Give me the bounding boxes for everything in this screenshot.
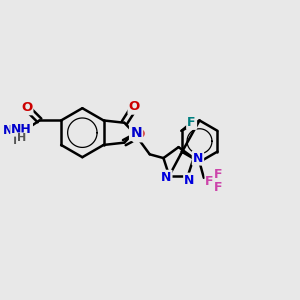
Text: O: O <box>21 101 32 114</box>
Text: F: F <box>214 168 222 181</box>
Text: F: F <box>205 175 214 188</box>
Text: O: O <box>134 128 145 141</box>
Text: N: N <box>193 152 203 165</box>
Text: N: N <box>161 171 172 184</box>
Text: NH: NH <box>3 124 23 137</box>
Text: H: H <box>17 133 26 143</box>
Text: N: N <box>184 174 194 187</box>
Text: O: O <box>129 100 140 113</box>
Text: NH: NH <box>11 123 32 136</box>
Text: H: H <box>13 134 23 147</box>
Text: N: N <box>130 126 142 140</box>
Text: F: F <box>188 116 196 129</box>
Text: F: F <box>214 182 222 194</box>
